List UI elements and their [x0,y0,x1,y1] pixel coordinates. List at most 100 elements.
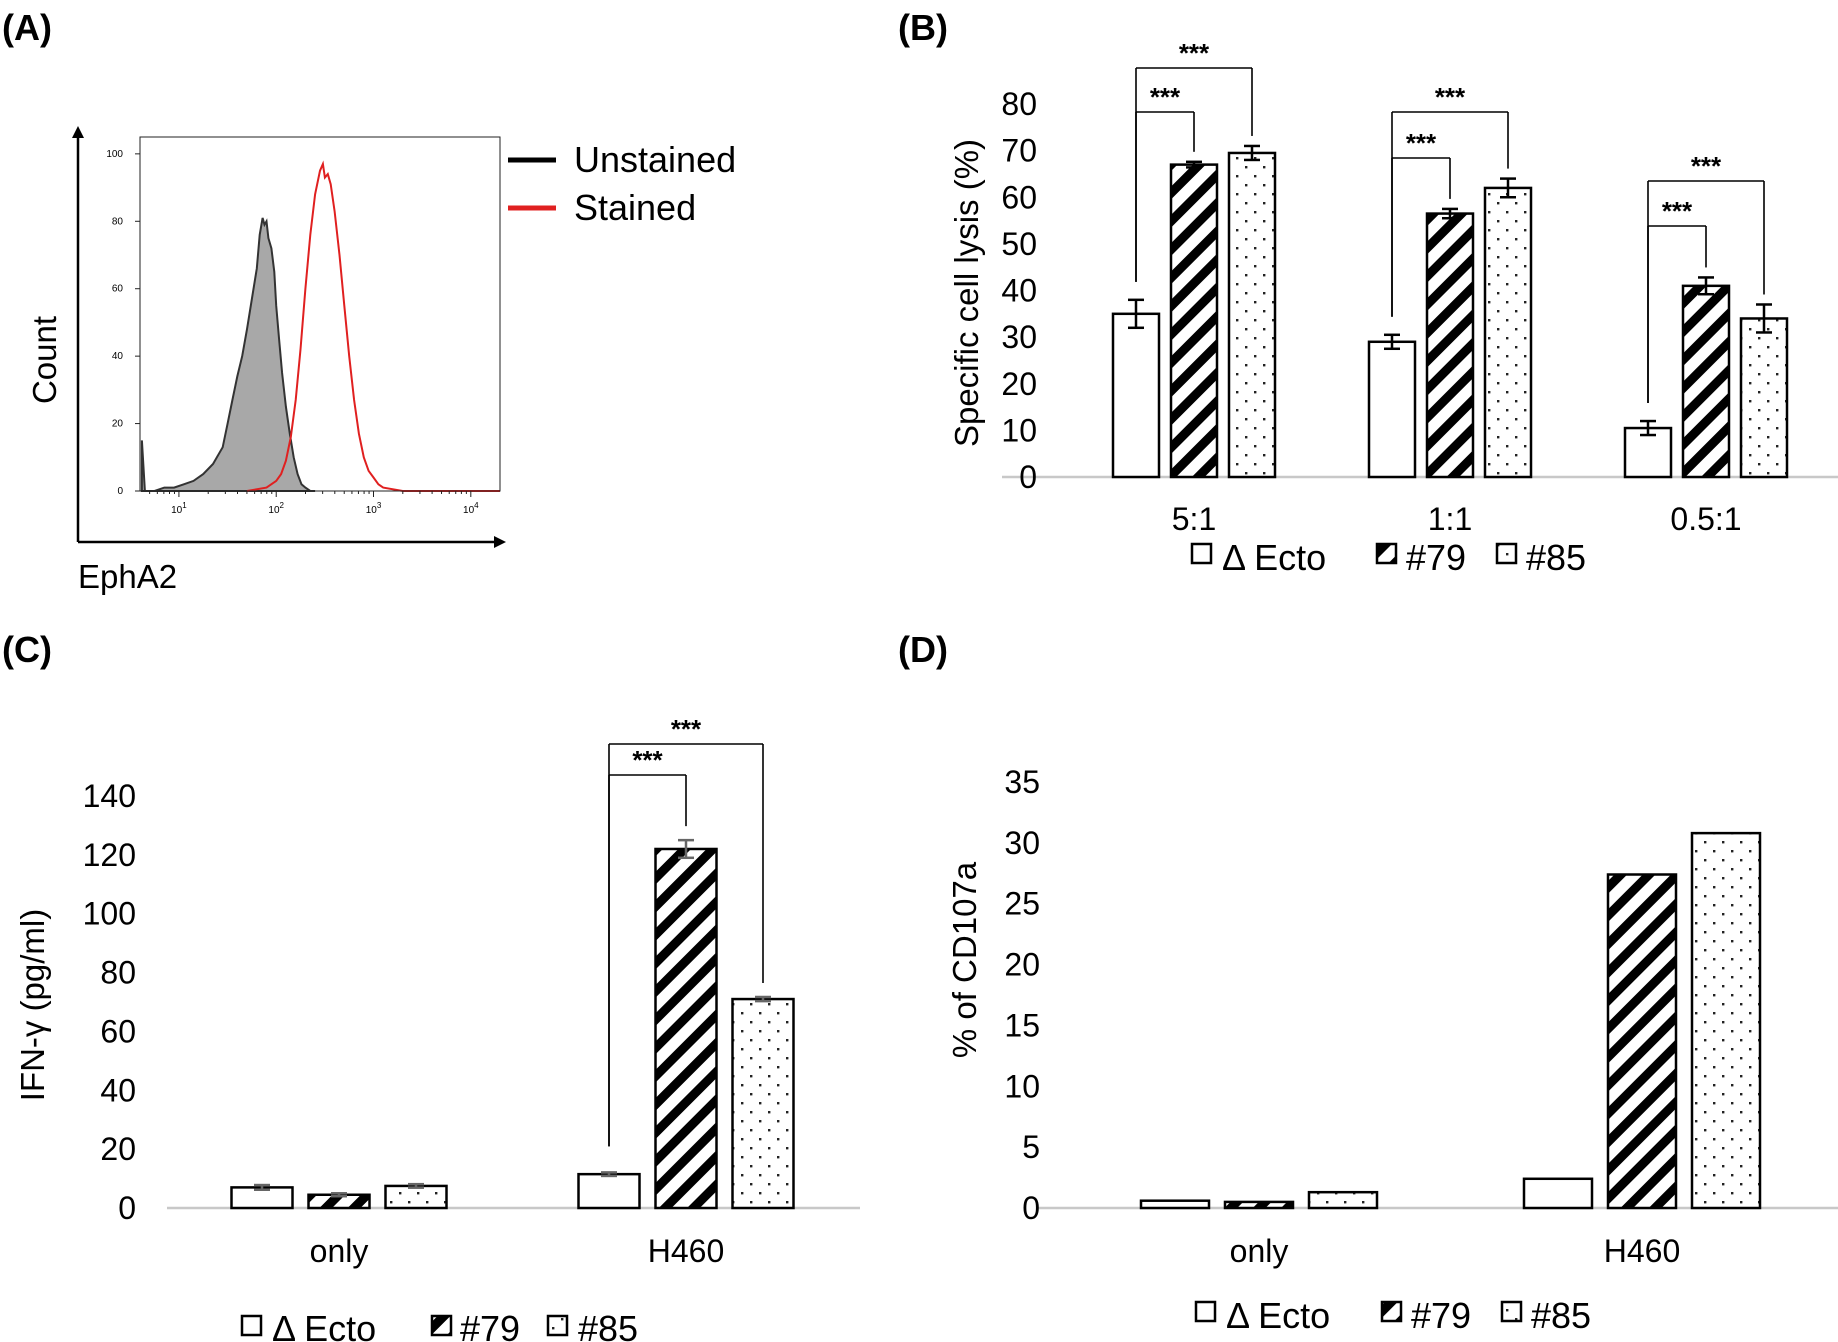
cd107a-legend: Δ Ecto #79 #85 [1194,1295,1591,1336]
bar-85 [1739,317,1789,479]
legend-label-ecto: Δ Ecto [272,1308,376,1342]
panel-b-lysis-chart: 0 10 20 30 40 50 60 70 80 5:1 1:1 0.5:1 *** *** *** ***… [948,38,1838,578]
bar-79 [1425,212,1475,479]
bar-ecto [1367,340,1417,479]
significance-label: *** [671,714,702,744]
x-tick-label: 102 [268,501,284,516]
bar-ecto [1111,312,1161,479]
y-tick-label: 25 [1004,886,1040,922]
legend-swatch-79 [1375,542,1398,565]
panel-c-ifn-chart: 0 20 40 60 80 100 120 140 only H460 *** *** IFN-γ (… [14,714,860,1342]
bar-85 [1307,1190,1379,1210]
x-tick-label: 103 [366,501,382,516]
bar-85 [384,1184,448,1210]
y-tick-label: 20 [100,1131,136,1167]
y-tick-label: 60 [112,284,124,295]
bar-85 [1690,831,1762,1210]
y-tick-label: 20 [1004,947,1040,983]
histogram-ticks: 0 20 40 60 80 100 101 102 103 104 [106,149,479,516]
y-tick-label: 40 [1001,273,1037,309]
panel-label-c: (C) [2,629,52,670]
y-tick-label: 0 [1019,459,1037,495]
y-tick-label: 50 [1001,226,1037,262]
bar-79 [1169,163,1219,479]
histogram-legend: Unstained Stained [508,139,736,228]
category-label: H460 [1604,1233,1681,1269]
histogram-plot-frame [139,136,501,492]
legend-swatch-85 [546,1314,569,1337]
cd107a-plot-area: 0 5 10 15 20 25 30 35 only H460 [1004,764,1838,1269]
y-tick-label: 10 [1004,1068,1040,1104]
y-tick-label: 70 [1001,133,1037,169]
ifn-plot-area: 0 20 40 60 80 100 120 140 only H460 *** *** [83,714,860,1269]
bar-85 [731,997,795,1210]
category-label: 5:1 [1172,501,1216,537]
y-tick-label: 40 [112,351,124,362]
lysis-plot-area: 0 10 20 30 40 50 60 70 80 5:1 1:1 0.5:1 *** *** *** ***… [1001,38,1838,537]
y-tick-label: 15 [1004,1007,1040,1043]
y-tick-label: 20 [1001,366,1037,402]
panel-label-a: (A) [2,7,52,48]
y-tick-label: 40 [100,1072,136,1108]
y-tick-label: 35 [1004,764,1040,800]
y-tick-label: 0 [117,486,123,497]
legend-label-ecto: Δ Ecto [1222,537,1326,578]
category-label: only [1230,1233,1289,1269]
y-axis-label: % of CD107a [946,861,983,1058]
significance-label: *** [1662,196,1693,226]
ifn-legend: Δ Ecto #79 #85 [240,1308,638,1342]
bar-85 [1227,151,1277,479]
x-axis-label: EphA2 [78,558,177,595]
legend-label-85: #85 [578,1308,638,1342]
significance-label: *** [632,745,663,775]
bar-ecto [1139,1199,1211,1210]
unstained-histogram [140,217,316,492]
legend-label-79: #79 [1406,537,1466,578]
histogram-curves [140,160,500,492]
significance-label: *** [1406,128,1437,158]
y-axis-label: Count [26,316,63,404]
x-tick-label: 104 [463,501,479,516]
bar-ecto [1522,1177,1594,1210]
bar-ecto [577,1172,641,1210]
bar-79 [1223,1200,1295,1210]
stained-histogram [246,160,500,492]
significance-label: *** [1691,151,1722,181]
category-label: only [310,1233,369,1269]
legend-swatch-79 [1380,1300,1403,1323]
y-axis-label: Specific cell lysis (%) [948,139,985,447]
y-tick-label: 0 [1022,1190,1040,1226]
legend-label-79: #79 [460,1308,520,1342]
panel-label-b: (B) [898,7,948,48]
legend-label-unstained: Unstained [574,139,736,180]
significance-label: *** [1150,82,1181,112]
legend-swatch-ecto [1194,1300,1217,1323]
legend-swatch-ecto [240,1314,263,1337]
y-tick-label: 5 [1022,1129,1040,1165]
bar-79 [1606,873,1678,1210]
significance-label: *** [1435,82,1466,112]
y-tick-label: 80 [112,216,124,227]
legend-label-ecto: Δ Ecto [1226,1295,1330,1336]
bar-79 [1681,284,1731,479]
category-label: H460 [648,1233,725,1269]
panel-label-d: (D) [898,629,948,670]
significance-label: *** [1179,38,1210,68]
y-tick-label: 80 [1001,86,1037,122]
y-tick-label: 100 [106,149,123,160]
y-tick-label: 80 [100,955,136,991]
y-tick-label: 140 [83,778,136,814]
y-tick-label: 100 [83,896,136,932]
category-label: 1:1 [1428,501,1472,537]
legend-swatch-ecto [1190,542,1213,565]
y-axis-label: IFN-γ (pg/ml) [14,909,51,1102]
legend-label-85: #85 [1526,537,1586,578]
category-label: 0.5:1 [1670,501,1741,537]
panel-d-cd107a-chart: 0 5 10 15 20 25 30 35 only H460 % of CD107a Δ Ect… [946,764,1838,1336]
y-tick-label: 0 [118,1190,136,1226]
y-tick-label: 120 [83,837,136,873]
bar-85 [1483,186,1533,479]
legend-label-stained: Stained [574,187,696,228]
legend-swatch-85 [1495,542,1518,565]
